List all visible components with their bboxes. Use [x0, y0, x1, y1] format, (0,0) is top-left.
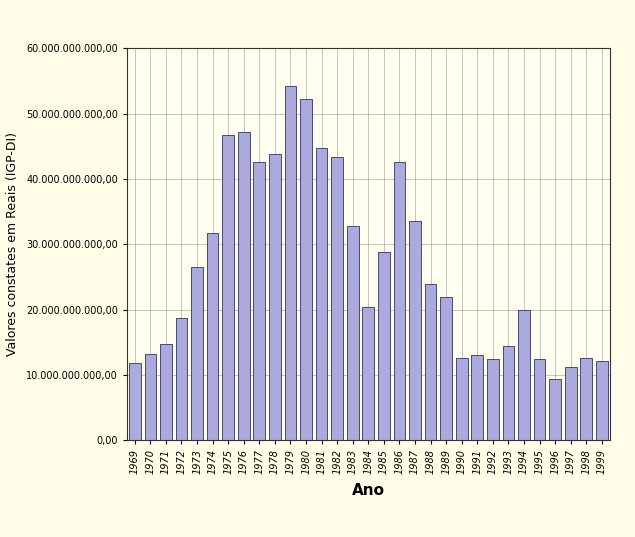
Bar — [549, 379, 561, 440]
Bar — [238, 132, 250, 440]
Bar — [191, 267, 203, 440]
Bar — [160, 344, 171, 440]
Bar — [269, 154, 281, 440]
Bar — [533, 359, 545, 440]
Bar — [222, 135, 234, 440]
Bar — [518, 310, 530, 440]
Bar — [176, 318, 187, 440]
X-axis label: Ano: Ano — [352, 483, 385, 498]
Bar — [425, 284, 436, 440]
Bar — [456, 358, 467, 440]
Bar — [502, 346, 514, 440]
Bar — [129, 363, 140, 440]
Bar — [487, 359, 498, 440]
Bar — [347, 226, 359, 440]
Bar — [284, 86, 297, 440]
Bar — [207, 233, 218, 440]
Bar — [378, 252, 390, 440]
Bar — [409, 221, 421, 440]
Bar — [394, 162, 405, 440]
Bar — [471, 355, 483, 440]
Bar — [565, 367, 577, 440]
Bar — [316, 148, 328, 440]
Y-axis label: Valores constates em Reais (IGP-DI): Valores constates em Reais (IGP-DI) — [6, 132, 19, 357]
Bar — [596, 361, 608, 440]
Bar — [363, 307, 374, 440]
Bar — [580, 358, 592, 440]
Bar — [253, 162, 265, 440]
Bar — [331, 157, 343, 440]
Bar — [145, 354, 156, 440]
Bar — [300, 99, 312, 440]
Bar — [440, 296, 452, 440]
